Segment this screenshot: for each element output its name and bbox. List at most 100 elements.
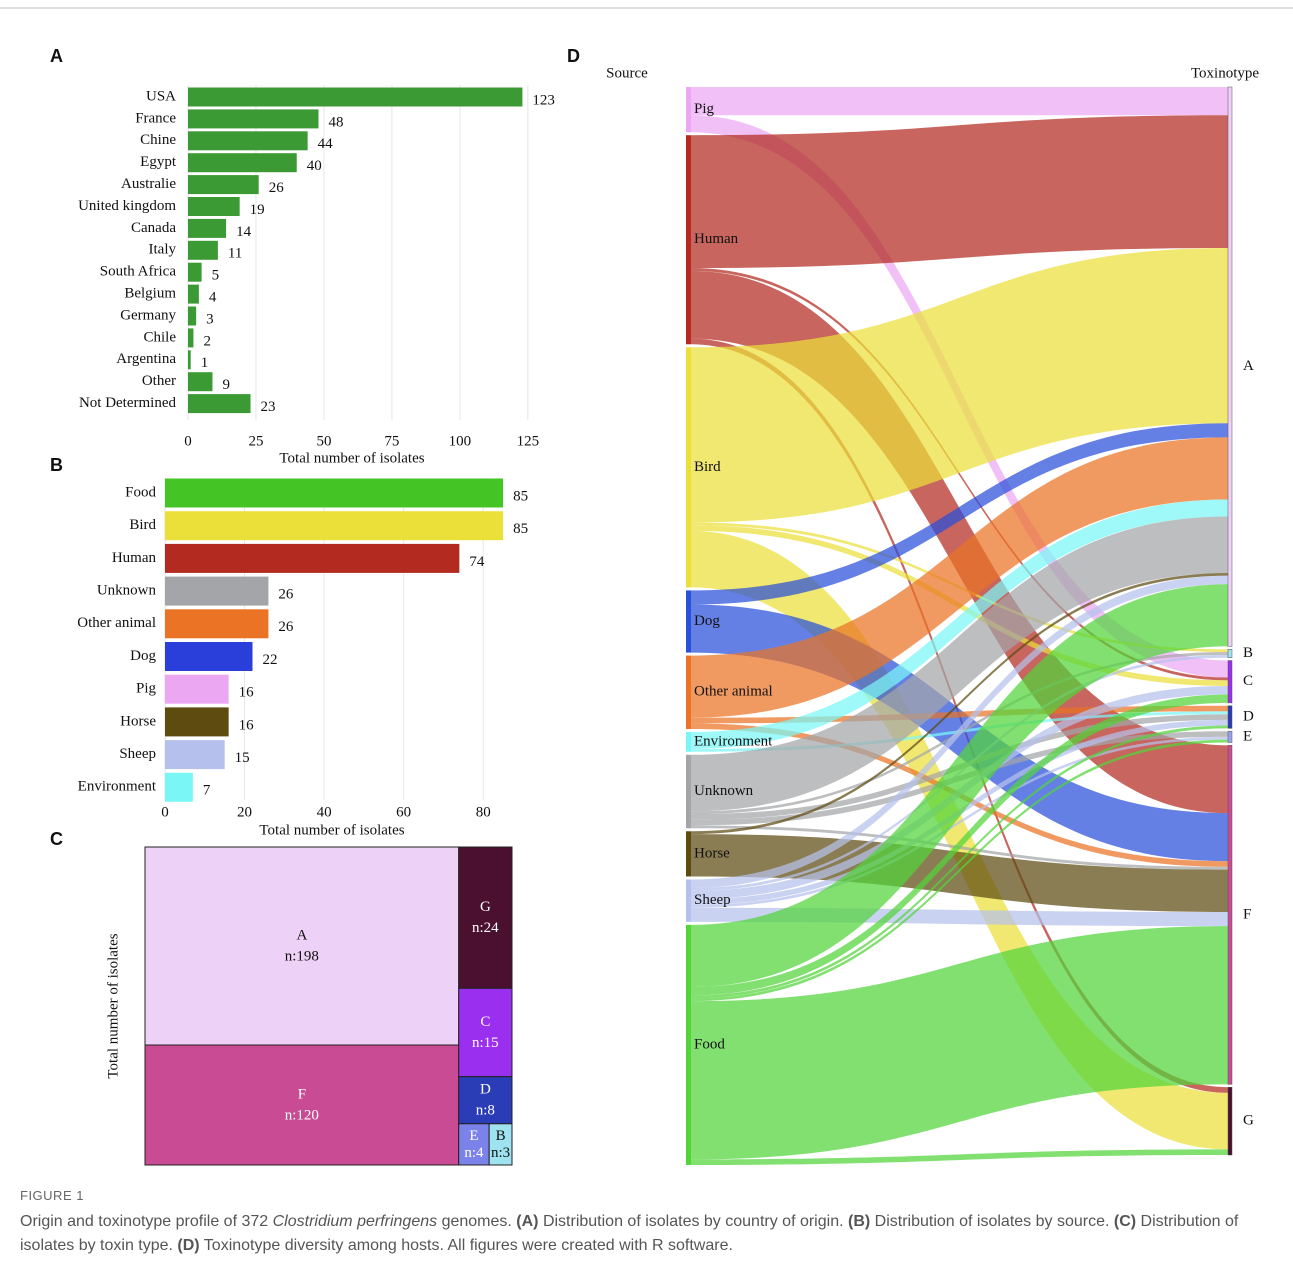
- caption-label: FIGURE 1: [20, 1188, 84, 1203]
- value-label: 85: [513, 521, 528, 537]
- tile-label: D: [480, 1082, 491, 1098]
- bar: [188, 175, 259, 195]
- target-node: [1227, 648, 1233, 658]
- source-label: Horse: [694, 845, 730, 861]
- flow: [691, 516, 1228, 812]
- flow: [691, 736, 1228, 908]
- value-label: 85: [513, 488, 528, 504]
- flow: [691, 739, 1228, 1002]
- value-label: 40: [307, 158, 322, 174]
- y-tick-label: Environment: [78, 779, 157, 795]
- y-tick-label: United kingdom: [78, 198, 176, 214]
- caption-part: Origin and toxinotype profile of 372: [20, 1213, 273, 1230]
- flow: [691, 1149, 1228, 1165]
- flow: [691, 575, 1228, 888]
- y-tick-label: Belgium: [124, 286, 176, 302]
- tile-value: n:3: [491, 1145, 510, 1161]
- x-tick-label: 75: [384, 433, 399, 449]
- bar: [188, 328, 194, 348]
- y-tick-label: France: [135, 110, 176, 126]
- target-label: F: [1243, 906, 1251, 922]
- bar: [188, 197, 240, 216]
- source-node: [686, 590, 691, 653]
- target-label: D: [1243, 708, 1254, 724]
- tile-value: n:198: [285, 948, 319, 964]
- bar: [165, 674, 229, 704]
- y-tick-label: Pig: [136, 681, 157, 697]
- source-node: [686, 924, 691, 1165]
- source-header: Source: [606, 65, 648, 81]
- bar: [165, 478, 504, 508]
- value-label: 48: [329, 114, 344, 130]
- caption-part: genomes.: [437, 1213, 517, 1230]
- flow: [691, 725, 1228, 999]
- tile-label: A: [296, 927, 307, 943]
- x-axis-label: Total number of isolates: [259, 822, 404, 838]
- target-node: [1227, 86, 1233, 647]
- value-label: 1: [201, 355, 209, 371]
- caption-part: Toxinotype diversity among hosts. All fi…: [199, 1237, 733, 1254]
- bar: [188, 240, 218, 260]
- y-tick-label: Other animal: [77, 615, 156, 631]
- tile: [458, 1076, 513, 1125]
- value-label: 16: [239, 717, 255, 733]
- source-label: Dog: [694, 613, 720, 629]
- bar: [188, 131, 308, 151]
- target-node: [1227, 660, 1233, 704]
- source-label: Environment: [694, 733, 773, 749]
- source-label: Human: [694, 231, 739, 247]
- bar: [188, 109, 319, 129]
- y-tick-label: Argentina: [116, 351, 176, 367]
- value-label: 123: [532, 92, 555, 108]
- source-node: [686, 831, 691, 877]
- tile: [458, 987, 513, 1078]
- tile-label: G: [480, 899, 491, 915]
- x-tick-label: 25: [248, 433, 263, 449]
- source-node: [686, 754, 691, 829]
- bar: [165, 609, 269, 639]
- caption-part: (C): [1113, 1213, 1137, 1230]
- x-axis-label: Total number of isolates: [279, 450, 424, 466]
- flow: [691, 926, 1228, 1160]
- bar: [188, 262, 202, 282]
- y-tick-label: Horse: [120, 713, 156, 729]
- value-label: 7: [203, 783, 211, 799]
- caption-part: Distribution of isolates by source.: [870, 1213, 1114, 1230]
- bar: [165, 576, 269, 606]
- source-label: Sheep: [694, 892, 731, 908]
- target-node: [1227, 745, 1233, 1085]
- target-label: C: [1243, 673, 1253, 689]
- value-label: 5: [212, 268, 220, 284]
- caption-part: (A): [516, 1213, 539, 1230]
- target-header: Toxinotype: [1191, 65, 1259, 81]
- flow: [691, 584, 1228, 988]
- caption-part: (D): [177, 1237, 200, 1254]
- tile-value: n:120: [285, 1107, 319, 1123]
- y-tick-label: Bird: [129, 517, 156, 533]
- y-tick-label: Sheep: [119, 746, 156, 762]
- value-label: 19: [250, 202, 265, 218]
- value-label: 26: [278, 619, 294, 635]
- x-tick-label: 125: [517, 433, 540, 449]
- caption-part: Distribution of isolates by country of o…: [538, 1213, 848, 1230]
- y-tick-label: Italy: [149, 242, 177, 258]
- flow: [691, 499, 1228, 749]
- value-label: 14: [236, 224, 252, 240]
- source-label: Other animal: [694, 684, 773, 700]
- source-label: Bird: [694, 459, 721, 475]
- tile: [144, 1044, 460, 1166]
- y-tick-label: Egypt: [140, 154, 177, 170]
- x-tick-label: 100: [449, 433, 472, 449]
- source-node: [686, 655, 691, 730]
- bar: [165, 511, 504, 541]
- value-label: 3: [206, 311, 214, 327]
- tile: [458, 1123, 490, 1166]
- caption-part: Clostridium perfringens: [272, 1213, 438, 1230]
- flow: [691, 694, 1228, 996]
- caption-part: Distribution of isolates by toxin type.: [20, 1213, 1239, 1254]
- y-tick-label: Other: [142, 373, 176, 389]
- flow: [691, 437, 1228, 718]
- target-label: A: [1243, 358, 1254, 374]
- value-label: 26: [278, 587, 294, 603]
